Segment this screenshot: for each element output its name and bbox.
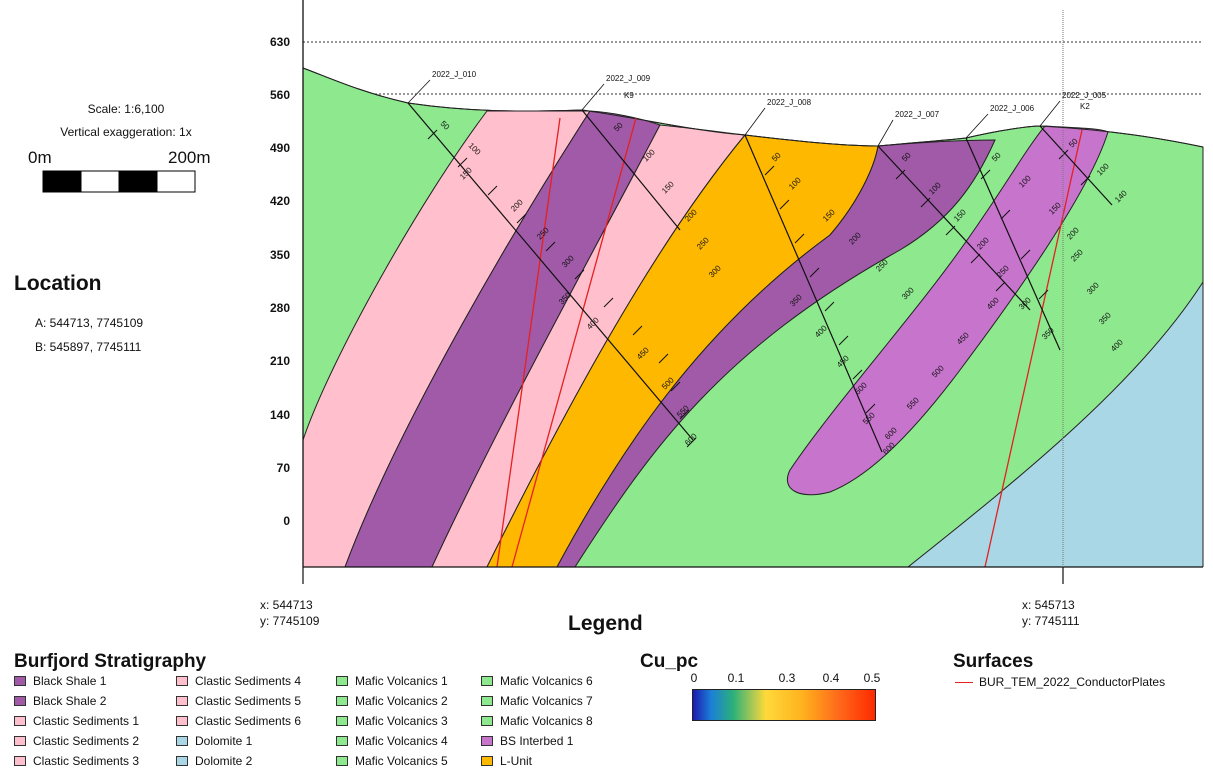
location-b: B: 545897, 7745111 (35, 340, 142, 354)
left-y-coord: y: 7745109 (260, 614, 320, 628)
legend-item: Clastic Sediments 1 (14, 714, 139, 728)
legend-item: Mafic Volcanics 8 (481, 714, 593, 728)
legend-item: Clastic Sediments 6 (176, 714, 301, 728)
legend-item: Mafic Volcanics 3 (336, 714, 448, 728)
scale-bar-end: 200m (168, 148, 211, 167)
cu-tick: 0.1 (727, 671, 745, 685)
hole-2022-j-006 (965, 137, 1061, 351)
conductor-plate-k9-a (496, 117, 561, 568)
hole-2022-j-008 (744, 134, 883, 453)
surface-legend-item: BUR_TEM_2022_ConductorPlates (955, 675, 1165, 689)
legend-item: Clastic Sediments 5 (176, 694, 301, 708)
hole-label-007: 2022_J_007 (895, 110, 940, 119)
y-tick-0: 0 (283, 514, 290, 528)
depth-ticks (427, 129, 1091, 448)
plate-label-k2: K2 (1080, 102, 1090, 111)
conductor-plates (496, 117, 1083, 568)
hole-label-010: 2022_J_010 (432, 70, 477, 79)
legend-item: Clastic Sediments 2 (14, 734, 139, 748)
cu-tick: 0.3 (778, 671, 796, 685)
y-tick-140: 140 (270, 408, 290, 422)
conductor-plate-k9-b (511, 117, 637, 568)
legend-item: L-Unit (481, 754, 532, 768)
scale-bar-start: 0m (28, 148, 52, 167)
y-tick-labels: 630 560 490 420 350 280 210 140 70 0 (270, 35, 290, 528)
legend-item: BS Interbed 1 (481, 734, 573, 748)
y-tick-560: 560 (270, 88, 290, 102)
stratigraphy-heading: Burfjord Stratigraphy (14, 651, 207, 672)
legend-item: Clastic Sediments 3 (14, 754, 139, 768)
y-tick-490: 490 (270, 141, 290, 155)
legend-item: Black Shale 2 (14, 694, 106, 708)
scale-label: Scale: 1:6,100 (87, 102, 165, 116)
legend-item: Mafic Volcanics 1 (336, 674, 448, 688)
right-x-coord: x: 545713 (1022, 598, 1075, 612)
hole-labels: 2022_J_010 2022_J_009 2022_J_008 2022_J_… (432, 70, 1107, 119)
surfaces-heading: Surfaces (953, 651, 1034, 672)
scale-bar (42, 170, 196, 193)
hole-2022-j-010 (407, 102, 694, 441)
cu-heading: Cu_pc (640, 651, 699, 672)
legend-item: Dolomite 1 (176, 734, 252, 748)
plate-label-k9: K9 (624, 91, 634, 100)
x-axis (302, 566, 1203, 584)
conductor-plate-k2 (984, 129, 1083, 568)
hole-label-009: 2022_J_009 (606, 74, 651, 83)
topography-line (302, 67, 1204, 148)
left-x-coord: x: 544713 (260, 598, 313, 612)
hole-label-006: 2022_J_006 (990, 104, 1035, 113)
unit-bs-interbed (787, 125, 1109, 496)
hole-label-005: 2022_J_005 (1062, 91, 1107, 100)
y-tick-350: 350 (270, 248, 290, 262)
legend-item: Clastic Sediments 4 (176, 674, 301, 688)
cu-tick-labels: 0 0.1 0.3 0.4 0.5 (687, 671, 883, 687)
unit-black-shale-east (556, 139, 996, 567)
hole-2022-j-009 (581, 109, 681, 231)
y-tick-70: 70 (277, 461, 291, 475)
legend-item: Mafic Volcanics 7 (481, 694, 593, 708)
cu-tick: 0 (690, 671, 698, 685)
legend-item: Mafic Volcanics 5 (336, 754, 448, 768)
legend-item: Mafic Volcanics 6 (481, 674, 593, 688)
hole-label-008: 2022_J_008 (767, 98, 812, 107)
y-tick-280: 280 (270, 301, 290, 315)
legend-item: Black Shale 1 (14, 674, 106, 688)
surface-line-swatch (955, 681, 973, 683)
y-tick-630: 630 (270, 35, 290, 49)
legend-item: Mafic Volcanics 4 (336, 734, 448, 748)
cross-section: 630 560 490 420 350 280 210 140 70 0 202… (270, 0, 1204, 584)
legend-item: Mafic Volcanics 2 (336, 694, 448, 708)
cu-tick: 0.4 (822, 671, 840, 685)
location-a: A: 544713, 7745109 (35, 316, 144, 330)
hole-2022-j-005 (1039, 125, 1113, 206)
right-y-coord: y: 7745111 (1022, 614, 1080, 628)
surface-label: BUR_TEM_2022_ConductorPlates (979, 675, 1166, 689)
location-heading: Location (14, 272, 102, 295)
collar-leaders (407, 79, 1061, 147)
vertical-exaggeration-label: Vertical exaggeration: 1x (60, 125, 192, 139)
cu-tick: 0.5 (863, 671, 881, 685)
y-tick-210: 210 (270, 354, 290, 368)
stratigraphy-legend: Black Shale 1 Black Shale 2 Clastic Sedi… (14, 674, 634, 774)
cu-color-ramp (692, 689, 876, 721)
y-tick-420: 420 (270, 194, 290, 208)
legend-title: Legend (568, 612, 643, 635)
legend-item: Dolomite 2 (176, 754, 252, 768)
